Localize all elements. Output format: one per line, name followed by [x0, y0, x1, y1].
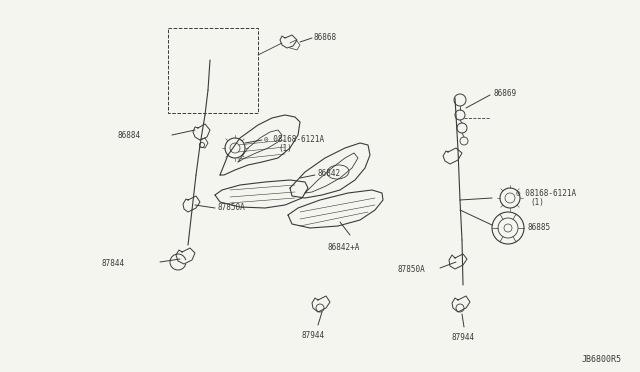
Text: 87850A: 87850A: [217, 203, 244, 212]
Text: 87844: 87844: [102, 259, 125, 267]
Text: 87944: 87944: [302, 330, 325, 340]
Bar: [168, 28, 258, 113]
Text: 86884: 86884: [118, 131, 141, 140]
Text: ⊙ 08168-6121A: ⊙ 08168-6121A: [516, 189, 576, 198]
Text: JB6800R5: JB6800R5: [582, 356, 622, 365]
Text: (1): (1): [278, 144, 292, 154]
Text: 86868: 86868: [314, 32, 337, 42]
Text: (1): (1): [530, 198, 544, 206]
Text: ⊙ 08168-6121A: ⊙ 08168-6121A: [264, 135, 324, 144]
Text: 87850A: 87850A: [398, 266, 426, 275]
Text: 87944: 87944: [452, 333, 475, 341]
Text: 86885: 86885: [527, 224, 550, 232]
Text: 86842+A: 86842+A: [328, 244, 360, 253]
Text: 86869: 86869: [493, 89, 516, 97]
Text: 86842: 86842: [317, 170, 340, 179]
